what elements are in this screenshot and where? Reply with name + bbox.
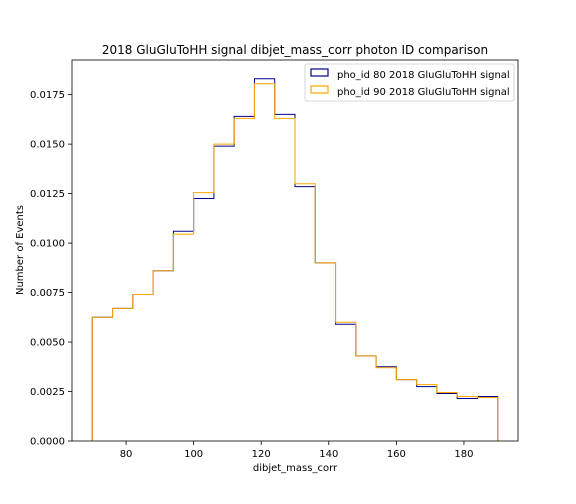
y-tick-label: 0.0175	[30, 90, 65, 101]
y-tick-label: 0.0150	[30, 140, 65, 151]
axes-frame	[71, 59, 519, 442]
y-axis-label: Number of Events	[15, 205, 26, 295]
y-tick-label: 0.0075	[30, 288, 65, 299]
legend-box	[304, 63, 515, 102]
series-2-histogram	[91, 83, 499, 441]
axes-border	[71, 59, 519, 442]
x-tick-label: 160	[387, 449, 406, 460]
legend-label: pho_id 90 2018 GluGluToHH signal	[337, 87, 510, 98]
legend-swatch	[310, 85, 329, 94]
legend-entry: pho_id 80 2018 GluGluToHH signal	[310, 68, 510, 81]
legend-label: pho_id 80 2018 GluGluToHH signal	[337, 70, 510, 81]
legend: pho_id 80 2018 GluGluToHH signal pho_id …	[304, 63, 515, 102]
x-tick-label: 140	[319, 449, 338, 460]
x-tick-label: 120	[252, 449, 271, 460]
y-tick-label: 0.0025	[30, 387, 65, 398]
legend-swatch	[310, 68, 329, 77]
y-axis: 0.0000 0.0025 0.0050 0.0075 0.0100 0.0125 0.01…	[30, 90, 72, 448]
x-tick-label: 180	[454, 449, 473, 460]
x-tick-label: 80	[120, 449, 133, 460]
series-layer	[91, 78, 499, 441]
x-axis: 80 100 120 140 160 180	[120, 441, 473, 460]
x-tick-label: 100	[184, 449, 203, 460]
y-tick-label: 0.0000	[30, 437, 65, 448]
y-tick-label: 0.0125	[30, 189, 65, 200]
legend-entry: pho_id 90 2018 GluGluToHH signal	[310, 85, 510, 98]
y-tick-label: 0.0050	[30, 338, 65, 349]
x-axis-label: dibjet_mass_corr	[253, 463, 338, 474]
chart-title: 2018 GluGluToHH signal dibjet_mass_corr …	[102, 43, 488, 57]
y-tick-label: 0.0100	[30, 239, 65, 250]
